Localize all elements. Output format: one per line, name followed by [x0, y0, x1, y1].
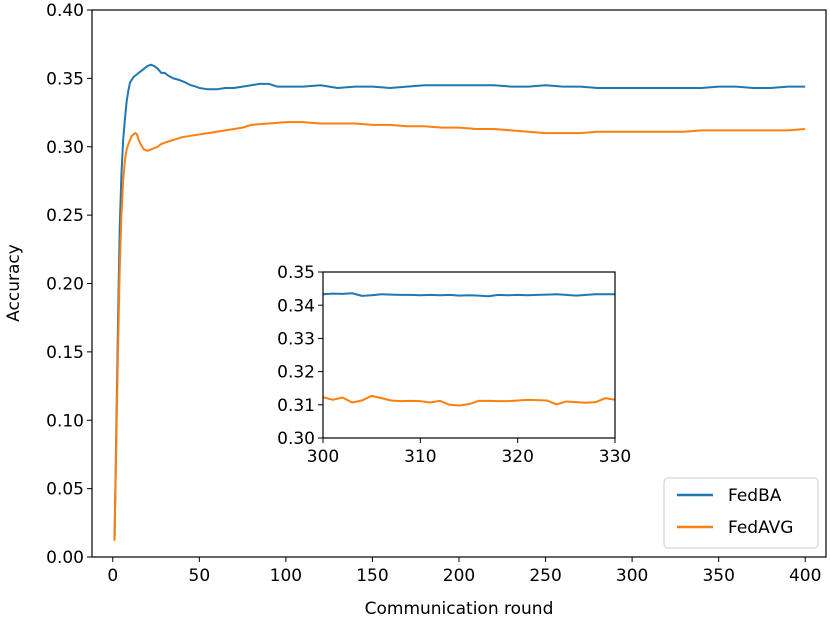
main-y-tick-label: 0.10	[46, 411, 84, 431]
inset-x-tick-label: 330	[599, 447, 631, 467]
main-plot: 0 50 100 150 200 250 300 350 400 0.00 0.05 0.10 0.1…	[4, 1, 827, 618]
legend: FedBA FedAVG	[663, 477, 819, 549]
inset-y-tick-label: 0.32	[277, 363, 315, 383]
inset-line-series-1	[322, 394, 616, 407]
main-x-tick-label: 200	[443, 566, 475, 586]
main-x-tick-label: 50	[189, 566, 211, 586]
main-line-fedba	[113, 63, 806, 541]
inset-series-layer	[322, 292, 616, 407]
main-series-layer	[113, 63, 806, 541]
legend-label-fedba: FedBA	[728, 486, 782, 506]
inset-plot: 300 310 320 330 0.30 0.31 0.32 0.33 0.34 0.35	[277, 263, 631, 467]
main-y-tick-label: 0.40	[46, 1, 84, 21]
inset-x-tick-label: 310	[404, 447, 436, 467]
inset-background	[323, 272, 615, 438]
main-y-axis: 0.00 0.05 0.10 0.15 0.20 0.25 0.30 0.35 0.40	[46, 1, 92, 568]
inset-x-axis: 300 310 320 330	[307, 438, 631, 467]
inset-x-tick-label: 300	[307, 447, 339, 467]
main-y-tick-label: 0.15	[46, 343, 84, 363]
main-x-tick-label: 250	[529, 566, 561, 586]
inset-y-tick-label: 0.31	[277, 396, 315, 416]
y-axis-label: Accuracy	[4, 244, 24, 322]
inset-y-tick-label: 0.33	[277, 330, 315, 350]
inset-y-axis: 0.30 0.31 0.32 0.33 0.34 0.35	[277, 263, 323, 449]
main-y-tick-label: 0.05	[46, 480, 84, 500]
inset-y-tick-label: 0.34	[277, 296, 315, 316]
main-x-tick-label: 0	[107, 566, 118, 586]
inset-y-tick-label: 0.30	[277, 429, 315, 449]
main-y-tick-label: 0.35	[46, 69, 84, 89]
main-y-tick-label: 0.00	[46, 548, 84, 568]
main-x-tick-label: 350	[702, 566, 734, 586]
main-line-fedavg	[113, 121, 806, 541]
main-x-tick-label: 400	[789, 566, 821, 586]
x-axis-label: Communication round	[365, 599, 554, 618]
main-y-tick-label: 0.25	[46, 206, 84, 226]
legend-label-fedavg: FedAVG	[728, 518, 793, 538]
main-x-tick-label: 150	[356, 566, 388, 586]
main-y-tick-label: 0.20	[46, 275, 84, 295]
inset-plot-frame	[322, 271, 616, 439]
inset-line-series-0	[322, 292, 615, 298]
main-x-axis: 0 50 100 150 200 250 300 350 400	[107, 557, 821, 586]
inset-x-tick-label: 320	[501, 447, 533, 467]
main-y-tick-label: 0.30	[46, 138, 84, 158]
main-x-tick-label: 300	[616, 566, 648, 586]
inset-y-tick-label: 0.35	[277, 263, 315, 283]
main-x-tick-label: 100	[270, 566, 302, 586]
